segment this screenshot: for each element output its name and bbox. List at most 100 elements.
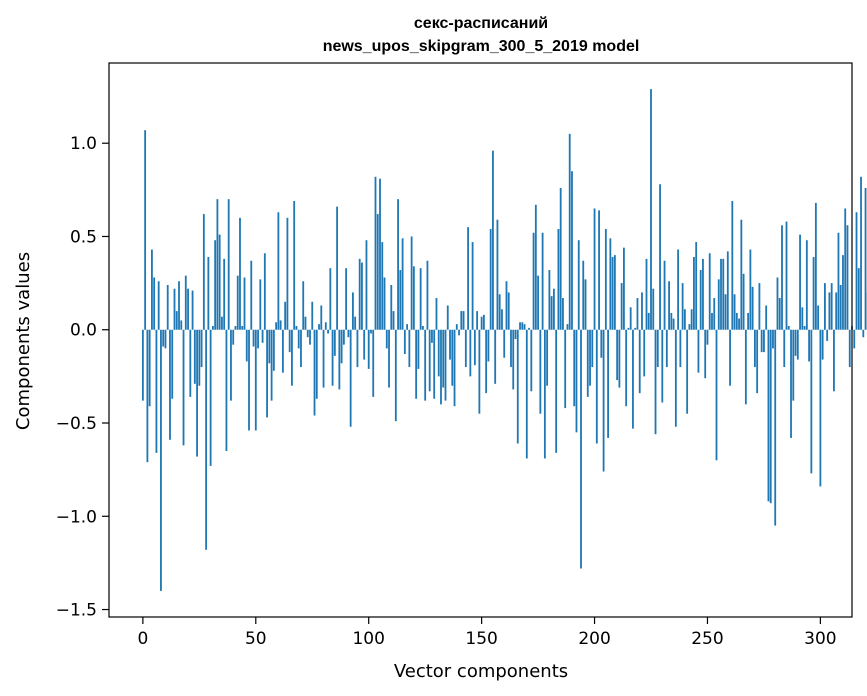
bar-231 xyxy=(663,260,666,330)
bar-233 xyxy=(668,281,670,330)
bar-204 xyxy=(602,329,605,472)
bar-215 xyxy=(627,327,630,330)
bar-30 xyxy=(209,329,212,466)
bar-173 xyxy=(532,232,535,330)
bar-238 xyxy=(679,329,682,368)
bar-250 xyxy=(706,329,709,345)
bar-63 xyxy=(284,301,287,330)
bar-218 xyxy=(634,327,637,330)
bar-29 xyxy=(207,256,210,330)
bar-291 xyxy=(799,234,801,330)
bar-190 xyxy=(571,171,573,330)
bar-188 xyxy=(566,324,569,330)
bar-293 xyxy=(803,326,806,330)
bar-104 xyxy=(376,214,379,330)
bar-222 xyxy=(643,329,646,377)
bar-239 xyxy=(681,283,684,330)
bar-6 xyxy=(155,329,158,453)
bar-276 xyxy=(765,305,768,330)
bar-153 xyxy=(487,329,490,362)
bar-308 xyxy=(837,232,840,330)
bar-197 xyxy=(586,329,589,397)
bar-269 xyxy=(749,249,752,330)
bar-151 xyxy=(482,314,485,330)
bar-177 xyxy=(541,232,544,330)
bar-133 xyxy=(442,329,445,388)
bar-216 xyxy=(629,307,632,330)
bar-132 xyxy=(440,329,442,405)
bar-79 xyxy=(320,305,323,330)
bar-92 xyxy=(349,329,352,427)
bar-27 xyxy=(202,214,205,330)
bars-group xyxy=(141,89,867,591)
bar-31 xyxy=(211,326,214,330)
bar-35 xyxy=(221,316,223,330)
bar-255 xyxy=(717,279,720,330)
bar-127 xyxy=(428,329,431,392)
bar-242 xyxy=(688,324,691,330)
bar-288 xyxy=(792,329,795,401)
bar-287 xyxy=(790,329,792,438)
bar-201 xyxy=(595,329,598,444)
bar-195 xyxy=(582,260,585,330)
bar-240 xyxy=(683,309,686,330)
bar-157 xyxy=(496,219,499,330)
bar-191 xyxy=(573,329,576,407)
bar-93 xyxy=(352,292,354,330)
bar-268 xyxy=(747,312,750,330)
bar-162 xyxy=(507,292,510,330)
x-tick-label: 300 xyxy=(804,629,836,649)
bar-196 xyxy=(584,279,587,330)
x-tick-label: 100 xyxy=(352,629,384,649)
bar-186 xyxy=(562,298,564,330)
bar-55 xyxy=(266,329,268,418)
bar-73 xyxy=(306,329,309,338)
bar-67 xyxy=(293,201,296,330)
bar-259 xyxy=(726,251,729,330)
bar-124 xyxy=(422,326,424,330)
bar-43 xyxy=(239,217,241,330)
bar-21 xyxy=(189,329,192,397)
bar-48 xyxy=(250,260,253,330)
bar-42 xyxy=(236,275,239,330)
bar-135 xyxy=(446,305,449,330)
bar-47 xyxy=(248,329,250,431)
x-axis-label: Vector components xyxy=(394,661,568,682)
y-tick-label: 0.0 xyxy=(70,321,97,341)
bar-121 xyxy=(415,329,418,399)
bar-245 xyxy=(695,242,698,330)
bar-228 xyxy=(656,329,659,368)
bar-99 xyxy=(365,240,368,330)
bar-286 xyxy=(787,326,790,330)
bar-237 xyxy=(677,249,680,330)
bar-178 xyxy=(543,329,546,459)
bar-41 xyxy=(234,326,237,330)
bar-270 xyxy=(751,286,754,330)
bar-224 xyxy=(647,312,650,330)
chart-subtitle: news_upos_skipgram_300_5_2019 model xyxy=(323,38,640,55)
bar-282 xyxy=(778,298,781,330)
bar-281 xyxy=(776,277,779,330)
bar-128 xyxy=(431,329,433,343)
bar-285 xyxy=(785,221,788,330)
bar-257 xyxy=(722,258,725,330)
bar-106 xyxy=(381,242,384,330)
bar-110 xyxy=(390,284,393,330)
bar-131 xyxy=(437,329,440,377)
bar-40 xyxy=(232,329,235,345)
bar-23 xyxy=(193,329,196,384)
bar-149 xyxy=(478,329,481,414)
bar-136 xyxy=(449,329,451,360)
bar-158 xyxy=(498,294,501,330)
bar-310 xyxy=(842,255,844,330)
bar-247 xyxy=(699,270,702,330)
bar-105 xyxy=(379,178,381,330)
bar-71 xyxy=(302,281,305,330)
bar-109 xyxy=(388,329,390,388)
bar-205 xyxy=(604,229,607,330)
bar-14 xyxy=(173,288,176,330)
bar-273 xyxy=(758,283,761,330)
bar-304 xyxy=(828,292,831,330)
bar-61 xyxy=(279,320,282,330)
bar-68 xyxy=(295,326,298,330)
